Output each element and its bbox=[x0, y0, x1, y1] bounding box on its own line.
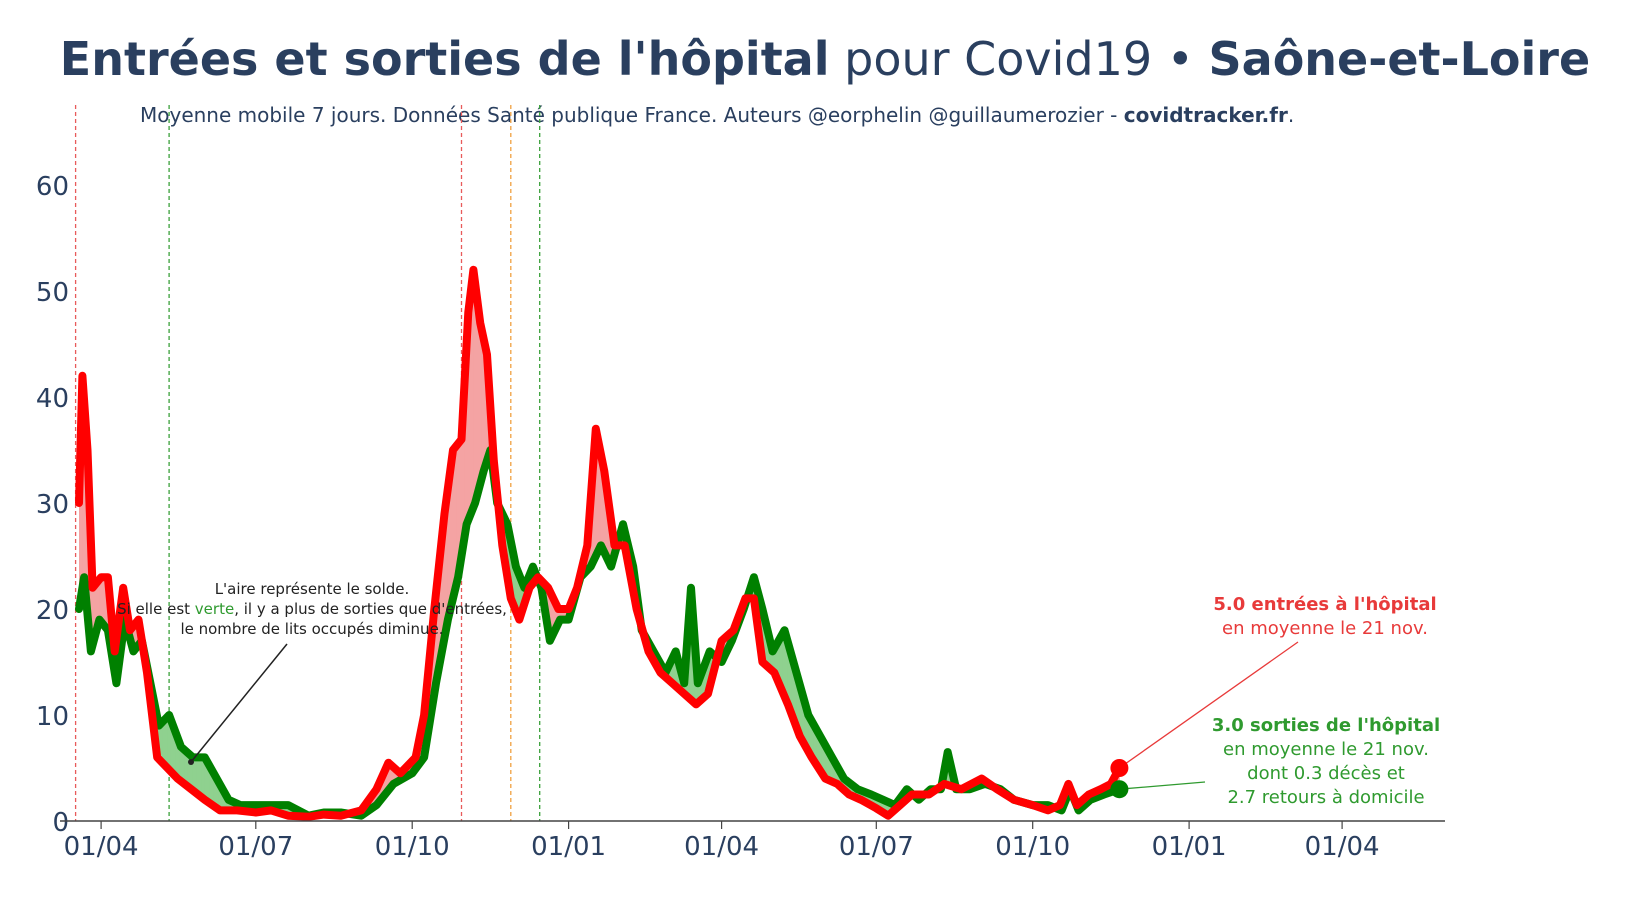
balance-segment bbox=[182, 748, 185, 784]
balance-segment bbox=[480, 322, 483, 484]
balance-segment bbox=[476, 296, 479, 497]
balance-segment bbox=[203, 757, 206, 800]
balance-segment bbox=[196, 757, 199, 795]
x-tick-label: 01/04 bbox=[1305, 832, 1380, 862]
balance-segment bbox=[165, 716, 168, 768]
y-tick-label: 0 bbox=[52, 808, 69, 838]
exits-last-marker bbox=[1110, 780, 1129, 799]
balance-segment bbox=[102, 577, 105, 626]
x-tick-label: 01/01 bbox=[1152, 832, 1227, 862]
balance-segment bbox=[164, 718, 167, 767]
subtitle-site: covidtracker.fr bbox=[1123, 103, 1288, 127]
x-tick-label: 01/04 bbox=[64, 832, 139, 862]
balance-segment bbox=[160, 722, 163, 763]
balance-segment bbox=[454, 445, 457, 592]
balance-segment bbox=[199, 757, 202, 798]
balance-segment bbox=[184, 749, 187, 786]
chart-subtitle: Moyenne mobile 7 jours. Données Santé pu… bbox=[140, 103, 1380, 127]
balance-segment bbox=[782, 630, 785, 697]
entries-pointer bbox=[1119, 641, 1299, 769]
balance-segment bbox=[198, 757, 201, 796]
balance-segment bbox=[194, 757, 197, 794]
y-tick-label: 60 bbox=[36, 172, 69, 202]
series-lines bbox=[75, 265, 1124, 821]
balance-segment bbox=[453, 447, 456, 599]
x-tick-label: 01/10 bbox=[375, 832, 450, 862]
balance-segment bbox=[456, 443, 459, 585]
exits-value-label: 3.0 sorties de l'hôpital bbox=[1212, 715, 1440, 736]
balance-segment bbox=[97, 579, 100, 626]
exits-date-label: en moyenne le 21 nov. bbox=[1223, 739, 1429, 760]
entries-value-label: 5.0 entrées à l'hôpital bbox=[1213, 594, 1436, 615]
explain-arrow bbox=[190, 643, 288, 763]
x-tick-label: 01/04 bbox=[684, 832, 759, 862]
title-part-2: pour Covid19 • bbox=[829, 32, 1209, 86]
exits-home-label: 2.7 retours à domicile bbox=[1227, 787, 1424, 808]
entries-line bbox=[75, 265, 1124, 821]
chart-title: Entrées et sorties de l'hôpital pour Cov… bbox=[0, 32, 1650, 86]
balance-segment bbox=[473, 269, 476, 508]
balance-segment bbox=[478, 309, 481, 491]
explain-line-2: Si elle est verte, il y a plus de sortie… bbox=[117, 600, 507, 618]
exits-annotation: 3.0 sorties de l'hôpital en moyenne le 2… bbox=[1119, 715, 1440, 808]
title-part-3: Saône-et-Loire bbox=[1208, 32, 1591, 86]
balance-segment bbox=[779, 636, 782, 689]
balance-segment bbox=[181, 746, 184, 783]
x-tick-label: 01/01 bbox=[531, 832, 606, 862]
last-values-markers bbox=[1110, 759, 1129, 799]
explain-line-2b: , il y a plus de sorties que d'entrées, bbox=[234, 600, 507, 618]
explain-green-word: verte bbox=[195, 600, 234, 618]
exits-deaths-label: dont 0.3 décès et bbox=[1247, 763, 1405, 784]
title-part-1: Entrées et sorties de l'hôpital bbox=[59, 32, 830, 86]
exits-pointer bbox=[1119, 781, 1206, 790]
explain-arrow-head bbox=[188, 759, 194, 765]
balance-segment bbox=[781, 633, 784, 693]
entries-last-marker bbox=[1110, 759, 1129, 777]
balance-segment bbox=[201, 757, 204, 799]
explain-line-2a: Si elle est bbox=[117, 600, 195, 618]
entries-annotation: 5.0 entrées à l'hôpital en moyenne le 21… bbox=[1119, 594, 1437, 769]
vertical-event-lines bbox=[74, 105, 541, 821]
balance-segment bbox=[597, 437, 600, 553]
balance-segment bbox=[471, 269, 474, 512]
y-tick-label: 20 bbox=[36, 596, 69, 626]
y-axis: 0 10 20 30 40 50 60 bbox=[36, 172, 69, 838]
y-tick-label: 10 bbox=[36, 702, 69, 732]
balance-segment bbox=[481, 330, 484, 478]
explain-line-1: L'aire représente le solde. bbox=[215, 580, 410, 598]
x-tick-label: 01/07 bbox=[839, 832, 914, 862]
balance-segment bbox=[99, 577, 102, 622]
subtitle-text: Moyenne mobile 7 jours. Données Santé pu… bbox=[140, 103, 1124, 127]
explain-line-3: le nombre de lits occupés diminue. bbox=[180, 620, 443, 638]
balance-segment bbox=[162, 720, 165, 765]
balance-segment bbox=[192, 757, 195, 792]
balance-segment bbox=[475, 283, 478, 503]
balance-segment bbox=[167, 715, 170, 770]
explanation-annotation: L'aire représente le solde. Si elle est … bbox=[117, 580, 507, 765]
subtitle-end: . bbox=[1287, 103, 1295, 127]
x-tick-label: 01/10 bbox=[995, 832, 1070, 862]
y-tick-label: 50 bbox=[36, 278, 69, 308]
x-axis: 01/04 01/07 01/10 01/01 01/04 01/07 01/10 01/01… bbox=[64, 821, 1380, 862]
balance-segment bbox=[101, 577, 104, 624]
balance-segment bbox=[186, 751, 189, 787]
y-tick-label: 40 bbox=[36, 384, 69, 414]
entries-date-label: en moyenne le 21 nov. bbox=[1222, 618, 1428, 639]
y-tick-label: 30 bbox=[36, 490, 69, 520]
x-tick-label: 01/07 bbox=[218, 832, 293, 862]
